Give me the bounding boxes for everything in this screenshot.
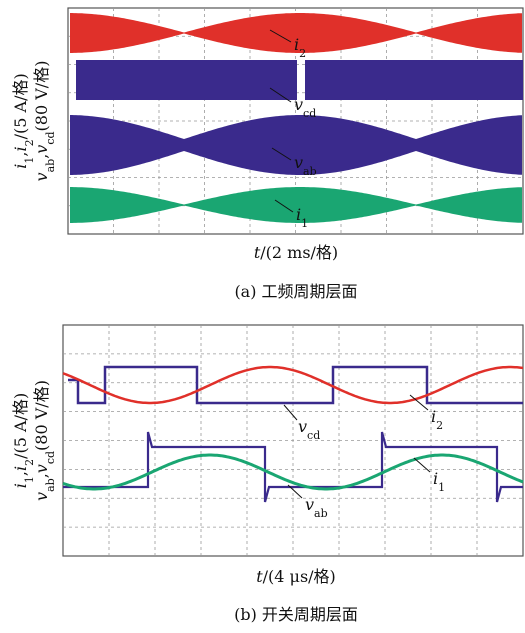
text-part: v — [298, 417, 307, 436]
text-part: (80 V/格) — [32, 380, 51, 451]
text-part: v — [294, 95, 303, 114]
text-part: /(4 μs/格) — [263, 567, 336, 586]
text-part: ab — [314, 507, 328, 520]
text-part: /(2 ms/格) — [260, 243, 338, 262]
text-part: v — [32, 464, 51, 473]
text-part: v — [32, 172, 51, 181]
caption: (a) 工频周期层面 — [234, 282, 357, 301]
x-axis-label: t/(4 μs/格) — [256, 567, 336, 586]
text-part: ab — [44, 478, 57, 492]
waveform — [305, 60, 523, 100]
text-part: cd — [303, 107, 316, 120]
text-part: 2 — [436, 419, 443, 432]
y-axis-label: vab,vcd(80 V/格) — [32, 61, 57, 182]
y-axis-label: vab,vcd(80 V/格) — [32, 380, 57, 501]
x-axis-label: t/(2 ms/格) — [254, 243, 338, 262]
text-part: ab — [303, 165, 317, 178]
text-part: /(5 A/格) — [11, 393, 30, 459]
text-part: 1 — [438, 481, 445, 494]
text-part: cd — [44, 131, 57, 144]
text-part: 2 — [299, 47, 306, 60]
text-part: v — [32, 492, 51, 501]
waveform — [76, 60, 297, 100]
text-part: v — [305, 495, 314, 514]
text-part: v — [32, 145, 51, 154]
text-part: cd — [44, 451, 57, 464]
caption: (b) 开关周期层面 — [234, 605, 358, 624]
text-part: (80 V/格) — [32, 61, 51, 132]
text-part: 1 — [301, 217, 308, 230]
text-part: v — [294, 153, 303, 172]
figure: i1,i2/(5 A/格)vab,vcd(80 V/格)i1,i2/(5 A/格… — [0, 0, 525, 633]
text-part: cd — [307, 429, 320, 442]
text-part: ab — [44, 159, 57, 173]
text-part: /(5 A/格) — [11, 73, 30, 139]
